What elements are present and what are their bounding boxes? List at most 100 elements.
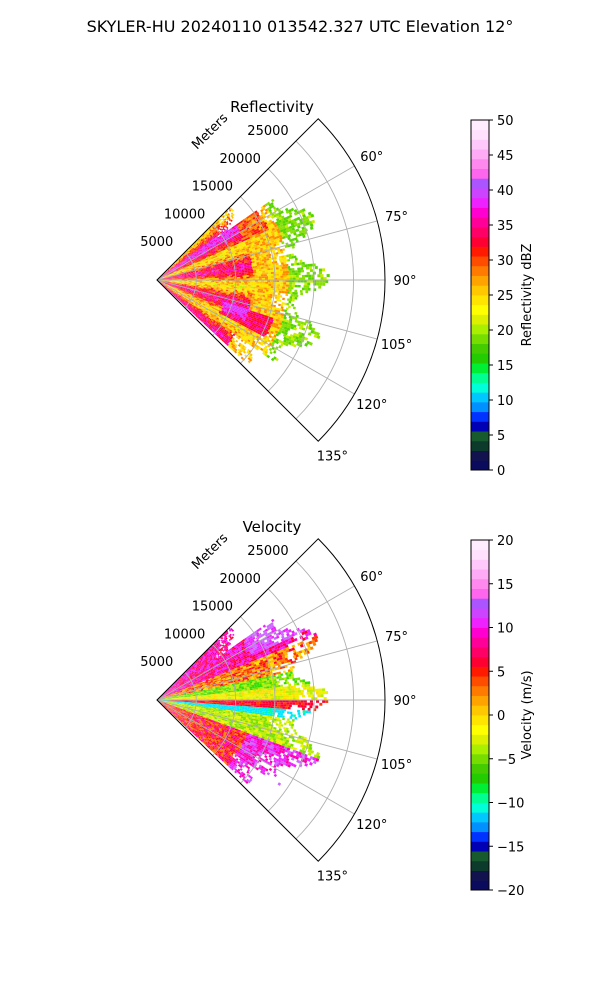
radar-gate (212, 259, 216, 262)
radar-gate (212, 277, 216, 280)
radar-gate (257, 248, 261, 252)
radar-gate (262, 285, 266, 288)
radar-gate (301, 287, 305, 291)
radar-gate (284, 224, 289, 229)
radar-gate (182, 257, 185, 259)
radar-gate (272, 222, 277, 226)
radar-gate (266, 293, 270, 296)
colorbar-swatch (471, 285, 489, 296)
radar-gate (266, 210, 270, 214)
radar-gate (253, 243, 257, 247)
range-tick-label: 15000 (192, 180, 233, 195)
radar-gate (196, 242, 199, 245)
radar-gate (253, 286, 256, 289)
radar-gate (206, 229, 209, 232)
colorbar-swatch (471, 217, 489, 228)
radar-gate (197, 258, 201, 261)
radar-gate (235, 339, 239, 343)
radar-gate (235, 223, 239, 227)
radar-gate (185, 258, 188, 260)
radar-gate (163, 273, 165, 276)
radar-gate (225, 230, 229, 234)
radar-gate (180, 271, 184, 274)
radar-gate (200, 242, 203, 245)
radar-gate (183, 272, 187, 274)
radar-gate (231, 228, 235, 232)
radar-gate (177, 267, 181, 269)
radar-gate (249, 229, 253, 233)
radar-gate (303, 231, 308, 235)
colorbar-swatch (471, 178, 489, 189)
radar-gate (179, 269, 183, 271)
radar-gate (218, 240, 221, 243)
radar-gate (208, 280, 212, 282)
radar-gate (256, 292, 260, 295)
radar-gate (204, 245, 208, 248)
radar-gate (279, 286, 283, 289)
radar-gate (199, 235, 202, 239)
radar-gate (171, 264, 174, 267)
radar-gate (202, 262, 206, 265)
radar-gate (214, 228, 217, 232)
radar-gate (260, 266, 264, 270)
radar-gate (247, 284, 251, 287)
radar-gate (175, 260, 178, 263)
radar-gate (185, 255, 188, 257)
radar-gate (277, 249, 281, 253)
radar-gate (230, 247, 235, 250)
radar-gate (256, 214, 260, 218)
radar-gate (198, 270, 201, 272)
radar-gate (269, 295, 273, 299)
radar-gate (179, 259, 182, 262)
radar-gate (245, 243, 250, 246)
radar-gate (251, 248, 256, 251)
radar-gate (251, 290, 255, 292)
radar-gate (179, 262, 183, 265)
radar-gate (256, 285, 260, 288)
radar-gate (177, 268, 180, 271)
angle-tick-label: 105° (381, 338, 412, 353)
radar-gate (208, 257, 212, 260)
radar-gate (219, 218, 222, 221)
radar-gate (173, 263, 175, 266)
radar-gate (173, 264, 176, 266)
radar-gate (220, 225, 223, 228)
radar-gate (165, 272, 168, 275)
radar-gate (255, 254, 258, 258)
radar-gate (175, 269, 179, 272)
colorbar-swatch (471, 450, 489, 461)
radar-gate (283, 261, 287, 265)
radar-gate (186, 273, 189, 275)
radar-gate (258, 255, 262, 259)
radar-gate (264, 262, 268, 265)
radar-gate (177, 264, 180, 267)
radar-gate (226, 214, 229, 217)
radar-gate (196, 250, 199, 254)
radar-gate (244, 252, 248, 255)
radar-gate (182, 269, 186, 271)
radar-gate (187, 249, 190, 251)
radar-gate (183, 271, 187, 273)
radar-gate (282, 230, 287, 234)
radar-gate (217, 246, 221, 249)
radar-gate (200, 250, 204, 253)
radar-gate (181, 262, 185, 265)
radar-gate (230, 273, 234, 275)
radar-gate (241, 282, 245, 285)
radar-gate (195, 265, 199, 268)
radar-gate (230, 234, 234, 238)
radar-gate (190, 267, 194, 270)
radar-gate (208, 236, 212, 239)
radar-gate (211, 233, 214, 236)
radar-gate (185, 267, 189, 270)
radar-gate (219, 242, 223, 245)
radar-gate (225, 225, 228, 229)
radar-gate (265, 241, 269, 245)
radar-gate (203, 232, 206, 235)
radar-gate (287, 266, 291, 269)
radar-gate (270, 244, 274, 248)
radar-gate (174, 264, 176, 267)
radar-gate (171, 276, 175, 277)
radar-gate (161, 275, 163, 277)
radar-gate (215, 240, 218, 244)
